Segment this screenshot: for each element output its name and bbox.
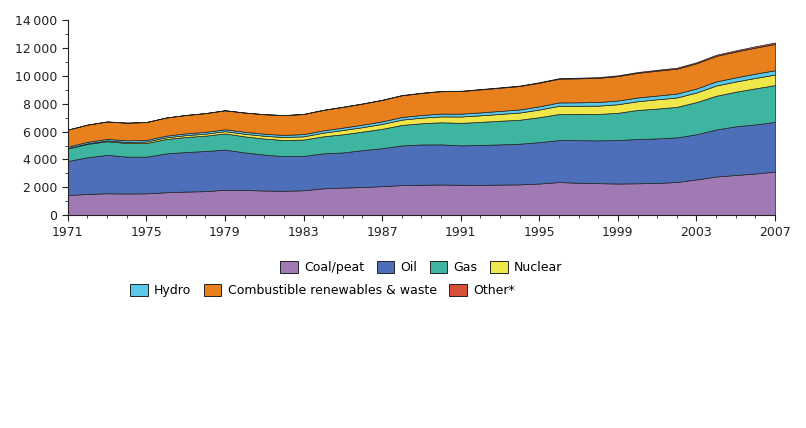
Legend: Hydro, Combustible renewables & waste, Other*: Hydro, Combustible renewables & waste, O…	[131, 284, 514, 297]
